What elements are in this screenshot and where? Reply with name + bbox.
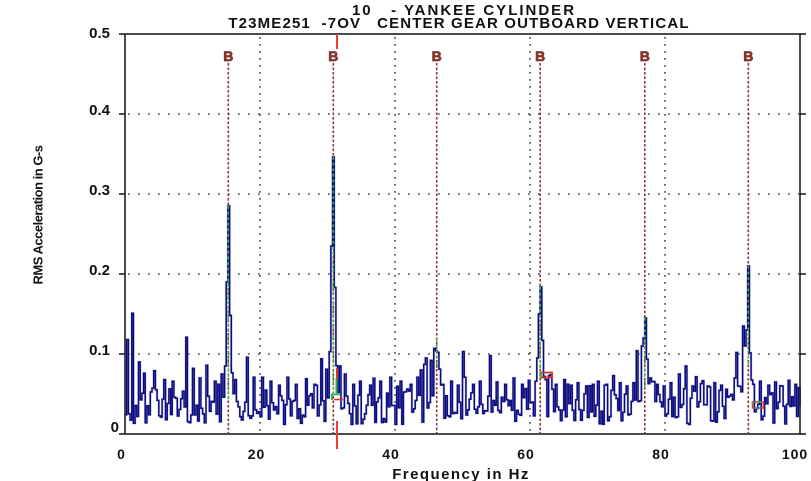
svg-text:B: B <box>432 48 442 64</box>
svg-text:B: B <box>743 48 753 64</box>
svg-text:B: B <box>535 48 545 64</box>
svg-text:B: B <box>328 48 338 64</box>
svg-text:B: B <box>640 48 650 64</box>
svg-text:B: B <box>223 48 233 64</box>
